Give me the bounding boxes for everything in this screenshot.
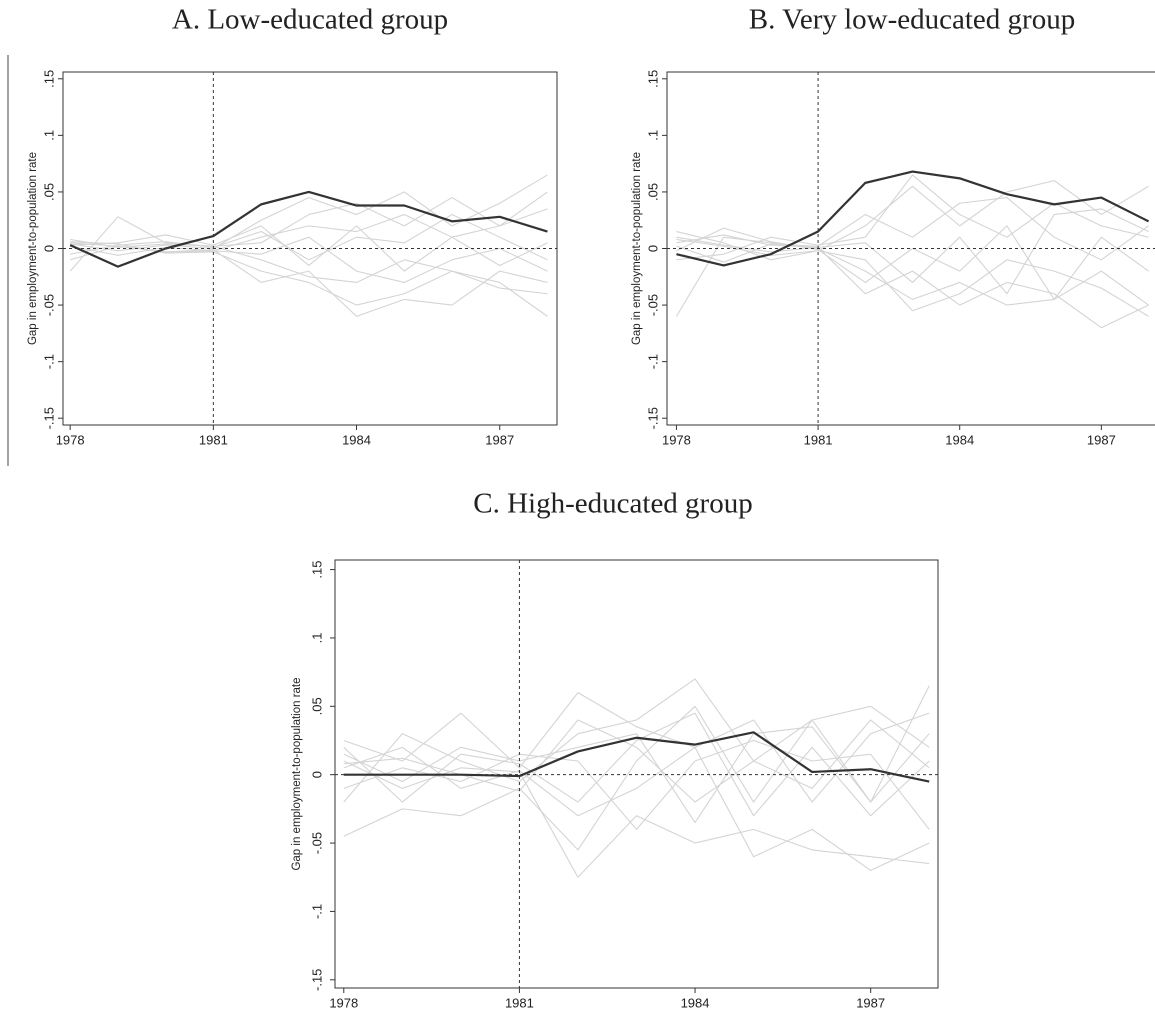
y-tick-label: .05	[41, 183, 56, 201]
plot-frame	[62, 71, 558, 426]
placebo-line	[676, 234, 1149, 329]
placebo-line	[70, 174, 548, 252]
placebo-line	[676, 197, 1149, 263]
y-tick-label: .1	[41, 130, 56, 141]
placebo-line	[69, 216, 548, 295]
y-axis-title: Gap in employment-to-population rate	[631, 152, 643, 345]
y-tick-label: -.1	[41, 354, 56, 369]
y-tick-label: -.15	[41, 407, 56, 429]
placebo-line	[676, 208, 1149, 295]
placebo-line	[343, 746, 930, 871]
placebo-line	[70, 191, 548, 248]
x-tick-label: 1978	[329, 995, 358, 1010]
y-tick-label: .15	[41, 70, 56, 88]
y-tick-label: .1	[309, 633, 324, 644]
placebo-line	[343, 726, 930, 824]
placebo-line	[70, 245, 548, 317]
x-tick-label: 1981	[505, 995, 534, 1010]
panel-title: C. High-educated group	[473, 488, 752, 520]
y-tick-label: -.15	[309, 969, 324, 991]
placebo-line	[676, 174, 1149, 261]
placebo-line	[343, 678, 930, 803]
panel: C. High-educated group Gap in employment-…	[291, 488, 939, 1010]
plot-frame	[666, 71, 1155, 426]
y-tick-label: .1	[645, 130, 660, 141]
placebo-line	[675, 236, 1149, 317]
y-tick-label: .15	[645, 70, 660, 88]
y-tick-label: -.05	[41, 294, 56, 316]
panel-title: B. Very low-educated group	[749, 4, 1075, 36]
placebo-line	[676, 180, 1149, 261]
placebo-line	[343, 685, 930, 851]
panel: B. Very low-educated group Gap in employm…	[631, 4, 1155, 447]
main-series-line	[676, 170, 1150, 267]
placebo-line	[343, 739, 930, 830]
y-tick-label: -.05	[645, 294, 660, 316]
main-series-line	[343, 731, 930, 783]
x-tick-label: 1984	[945, 432, 974, 447]
placebo-line	[70, 225, 548, 272]
placebo-line	[676, 238, 1149, 317]
y-tick-label: .05	[309, 697, 324, 715]
main-series-line	[69, 190, 548, 268]
y-axis-title: Gap in employment-to-population rate	[291, 677, 303, 870]
y-tick-label: .15	[309, 561, 324, 579]
x-tick-label: 1984	[342, 432, 371, 447]
placebo-line	[343, 719, 930, 803]
x-tick-label: 1987	[1087, 432, 1116, 447]
x-tick-label: 1984	[681, 995, 710, 1010]
y-axis-title: Gap in employment-to-population rate	[27, 152, 39, 345]
y-tick-label: -.1	[309, 904, 324, 919]
placebo-line	[343, 692, 930, 803]
panel: A. Low-educated group Gap in employment-t…	[27, 4, 558, 447]
y-tick-label: -.1	[645, 354, 660, 369]
y-tick-label: .05	[645, 183, 660, 201]
x-tick-label: 1978	[662, 432, 691, 447]
placebo-line	[70, 214, 548, 261]
y-tick-label: 0	[645, 245, 660, 252]
x-tick-label: 1987	[856, 995, 885, 1010]
y-tick-label: 0	[41, 245, 56, 252]
panel-title: A. Low-educated group	[172, 4, 448, 36]
x-tick-label: 1981	[199, 432, 228, 447]
y-tick-label: -.05	[309, 832, 324, 854]
x-tick-label: 1987	[485, 432, 514, 447]
x-tick-label: 1978	[56, 432, 85, 447]
plot-frame	[334, 559, 939, 989]
y-tick-label: -.15	[645, 407, 660, 429]
x-tick-label: 1981	[804, 432, 833, 447]
y-tick-label: 0	[309, 771, 324, 778]
placebo-line	[676, 225, 1149, 300]
